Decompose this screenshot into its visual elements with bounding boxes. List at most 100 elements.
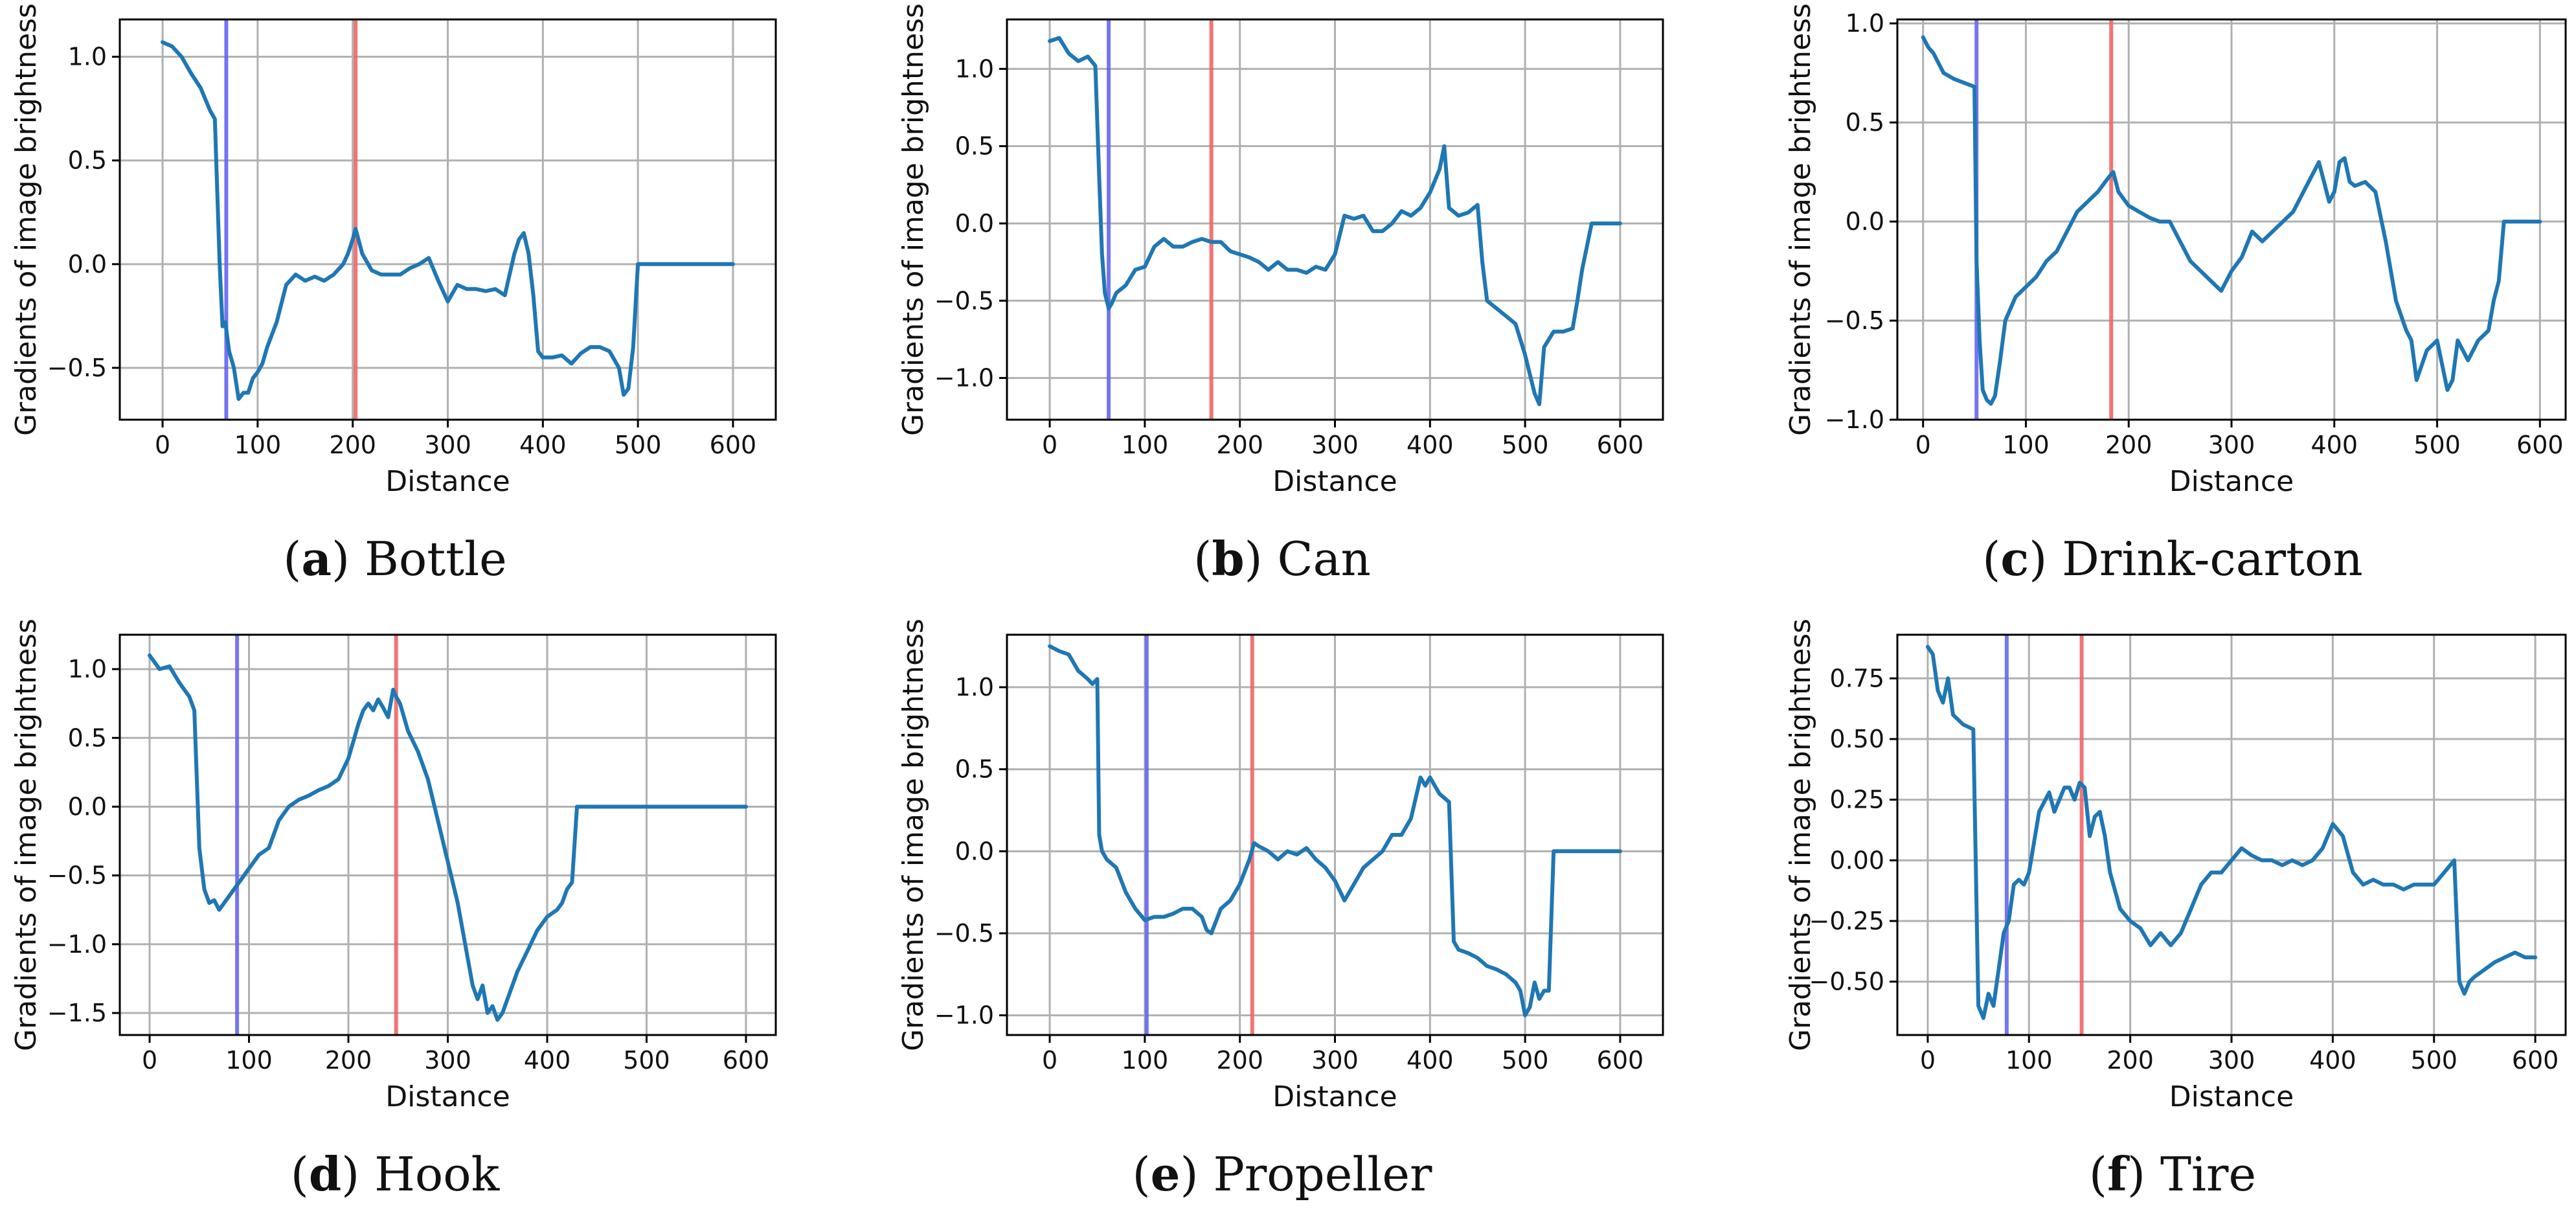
series-line bbox=[161, 40, 735, 401]
x-tick-label: 400 bbox=[2311, 431, 2358, 459]
x-tick-label: 100 bbox=[1122, 431, 1169, 459]
y-tick-label: 1.0 bbox=[1846, 9, 1884, 38]
caption-label: f bbox=[2107, 1146, 2127, 1201]
caption-title: Tire bbox=[2160, 1147, 2257, 1201]
x-tick-label: 100 bbox=[1122, 1046, 1169, 1075]
caption-bottle: (a) Bottle bbox=[283, 531, 507, 586]
y-tick-label: 0.5 bbox=[68, 723, 107, 752]
chart-propeller: 0 100 200 300 400 500 600 −1.0 −0.5 0.0 0.5 1.0 Dist… bbox=[897, 619, 1664, 1113]
x-axis-label: Distance bbox=[1272, 465, 1397, 498]
x-tick-label: 500 bbox=[623, 1046, 670, 1075]
x-tick-label: 300 bbox=[424, 1046, 471, 1075]
y-tick-label: −0.5 bbox=[934, 919, 994, 948]
caption-hook: (d) Hook bbox=[290, 1146, 500, 1201]
x-tick-label: 200 bbox=[329, 431, 376, 459]
x-tick-label: 600 bbox=[2516, 431, 2564, 459]
y-tick-label: 1.0 bbox=[68, 655, 107, 683]
y-tick-label: −1.5 bbox=[47, 999, 107, 1027]
y-tick-label: −0.5 bbox=[934, 286, 994, 315]
caption-label: a bbox=[301, 531, 332, 586]
y-tick-label: 0.0 bbox=[955, 209, 994, 238]
y-axis-label: Gradients of image brightness bbox=[897, 619, 930, 1051]
x-axis-label: Distance bbox=[385, 465, 510, 498]
x-tick-label: 100 bbox=[234, 431, 282, 459]
chart-drink-carton: 0 100 200 300 400 500 600 −1.0 −0.5 0.0 0.5 1.0 Dist… bbox=[1784, 3, 2567, 498]
x-tick-label: 0 bbox=[1042, 1046, 1057, 1075]
x-axis-label: Distance bbox=[2169, 1080, 2294, 1113]
caption-label: d bbox=[308, 1146, 342, 1201]
y-tick-label: 0.5 bbox=[955, 755, 994, 784]
series-line bbox=[1925, 644, 2538, 1020]
x-tick-label: 100 bbox=[2005, 1046, 2053, 1075]
x-tick-label: 600 bbox=[723, 1046, 770, 1075]
series-line bbox=[148, 653, 748, 1022]
series-line bbox=[1921, 35, 2542, 406]
y-tick-label: 0.25 bbox=[1829, 786, 1884, 814]
caption-label: c bbox=[2000, 531, 2029, 586]
y-axis-label: Gradients of image brightness bbox=[1784, 619, 1817, 1051]
subplot-bottle: 0 100 200 300 400 500 600 −0.5 0.0 0.5 1.0 Distance… bbox=[0, 0, 855, 609]
y-tick-label: 0.0 bbox=[68, 792, 107, 821]
x-tick-label: 0 bbox=[142, 1046, 157, 1075]
chart-hook: 0 100 200 300 400 500 600 −1.5 −1.0 −0.5 0.0 0.5 1.0… bbox=[10, 619, 777, 1113]
series-line bbox=[1048, 644, 1622, 1018]
x-tick-label: 100 bbox=[2002, 431, 2050, 459]
x-tick-label: 300 bbox=[2208, 431, 2255, 459]
subplot-propeller: 0 100 200 300 400 500 600 −1.0 −0.5 0.0 0.5 1.0 Dist… bbox=[887, 615, 1742, 1217]
x-tick-label: 0 bbox=[1920, 1046, 1936, 1075]
x-tick-label: 0 bbox=[1042, 431, 1057, 459]
subplot-can: 0 100 200 300 400 500 600 −1.0 −0.5 0.0 0.5 1.0 Dist… bbox=[887, 0, 1742, 609]
y-tick-label: −0.5 bbox=[1825, 306, 1884, 335]
x-tick-label: 200 bbox=[2105, 431, 2152, 459]
y-tick-label: 0.0 bbox=[1846, 207, 1884, 236]
x-tick-label: 400 bbox=[1407, 431, 1454, 459]
caption-title: Bottle bbox=[364, 532, 507, 586]
y-tick-label: −0.50 bbox=[1809, 968, 1884, 996]
x-tick-label: 400 bbox=[519, 431, 567, 459]
y-tick-label: 0.0 bbox=[68, 250, 107, 279]
caption-label: b bbox=[1212, 531, 1245, 586]
x-tick-label: 600 bbox=[710, 431, 757, 459]
x-tick-label: 500 bbox=[2410, 1046, 2457, 1075]
x-axis-label: Distance bbox=[2169, 465, 2294, 498]
subplot-hook: 0 100 200 300 400 500 600 −1.5 −1.0 −0.5 0.0 0.5 1.0… bbox=[0, 615, 855, 1217]
caption-drink-carton: (c) Drink-carton bbox=[1982, 531, 2363, 586]
subplot-tire: 0 100 200 300 400 500 600 −0.50 −0.25 0.00 0.25 0.5… bbox=[1774, 615, 2576, 1217]
x-tick-label: 600 bbox=[1597, 431, 1644, 459]
x-tick-label: 500 bbox=[615, 431, 662, 459]
series-line bbox=[1048, 36, 1622, 407]
y-tick-label: 0.5 bbox=[955, 132, 994, 161]
x-tick-label: 500 bbox=[1502, 431, 1549, 459]
y-axis-label: Gradients of image brightness bbox=[1784, 3, 1817, 436]
y-axis-label: Gradients of image brightness bbox=[10, 619, 43, 1051]
x-tick-label: 200 bbox=[325, 1046, 372, 1075]
y-tick-label: 0.50 bbox=[1829, 725, 1884, 753]
y-tick-label: 0.5 bbox=[68, 146, 107, 175]
y-tick-label: −0.5 bbox=[47, 354, 107, 382]
x-tick-label: 600 bbox=[2512, 1046, 2559, 1075]
x-tick-label: 200 bbox=[1216, 431, 1263, 459]
x-tick-label: 200 bbox=[2107, 1046, 2154, 1075]
chart-tire: 0 100 200 300 400 500 600 −0.50 −0.25 0.00 0.25 0.5… bbox=[1784, 619, 2567, 1113]
caption-title: Drink-carton bbox=[2062, 532, 2363, 586]
caption-title: Hook bbox=[374, 1147, 500, 1201]
x-tick-label: 500 bbox=[2413, 431, 2461, 459]
x-tick-label: 0 bbox=[1915, 431, 1931, 459]
subplot-drink-carton: 0 100 200 300 400 500 600 −1.0 −0.5 0.0 0.5 1.0 Dist… bbox=[1774, 0, 2576, 609]
y-tick-label: 0.75 bbox=[1829, 664, 1884, 692]
y-tick-label: 0.5 bbox=[1846, 108, 1884, 137]
caption-label: e bbox=[1150, 1146, 1181, 1201]
x-tick-label: 600 bbox=[1597, 1046, 1644, 1075]
y-tick-label: −0.25 bbox=[1809, 907, 1884, 935]
x-tick-label: 300 bbox=[2208, 1046, 2255, 1075]
x-tick-label: 400 bbox=[1407, 1046, 1454, 1075]
x-tick-label: 400 bbox=[2309, 1046, 2356, 1075]
y-tick-label: −1.0 bbox=[47, 930, 107, 959]
caption-title: Propeller bbox=[1213, 1147, 1432, 1201]
y-tick-label: −1.0 bbox=[934, 1001, 994, 1030]
caption-title: Can bbox=[1277, 532, 1371, 586]
x-tick-label: 100 bbox=[225, 1046, 273, 1075]
caption-can: (b) Can bbox=[1193, 531, 1371, 586]
caption-tire: (f) Tire bbox=[2088, 1146, 2257, 1201]
x-tick-label: 300 bbox=[1311, 1046, 1359, 1075]
